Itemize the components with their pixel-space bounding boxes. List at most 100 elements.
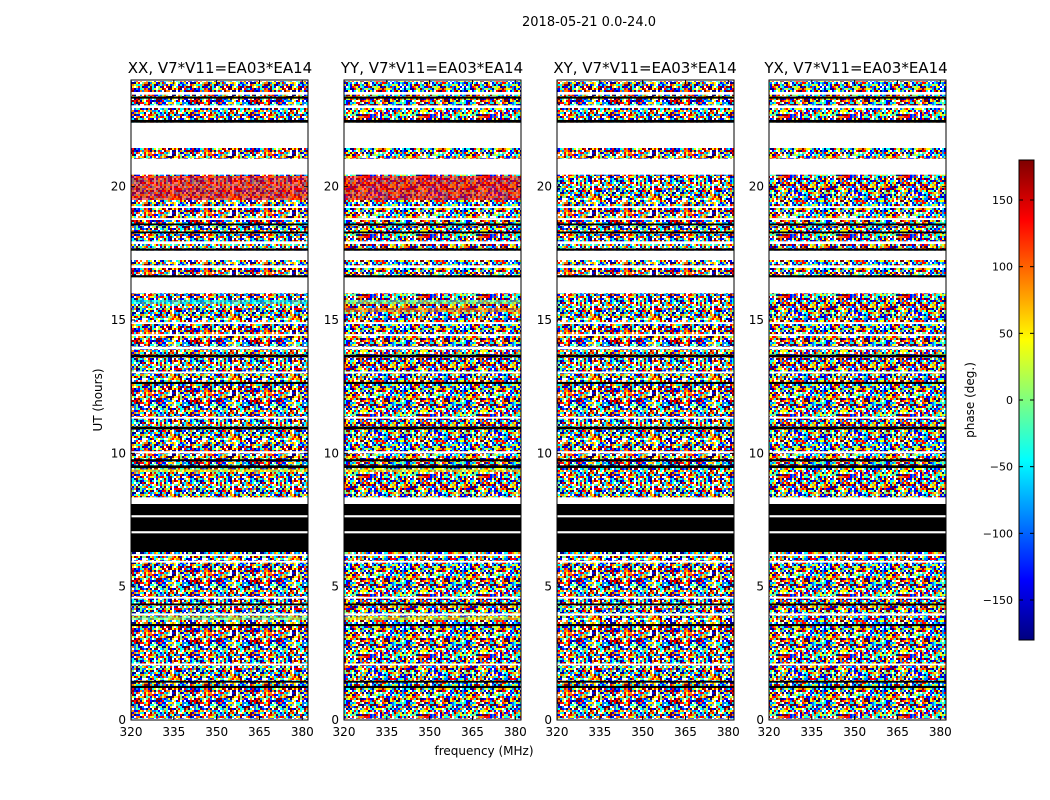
- blank-band: [769, 265, 946, 268]
- blank-band: [557, 206, 734, 208]
- tinted-band: [131, 616, 308, 620]
- blank-band: [131, 265, 308, 268]
- blank-band: [131, 92, 308, 95]
- blank-band: [557, 596, 734, 599]
- blank-band: [557, 122, 734, 148]
- blank-band: [769, 277, 946, 294]
- flagged-band: [769, 275, 946, 278]
- flagged-band: [769, 680, 946, 683]
- blank-band: [131, 277, 308, 294]
- blank-band: [344, 613, 521, 616]
- blank-band: [131, 613, 308, 616]
- blank-band: [769, 92, 946, 95]
- y-tick-label: 5: [118, 580, 126, 594]
- blank-band: [557, 346, 734, 350]
- colorbar-label: phase (deg.): [963, 362, 977, 438]
- blank-band: [344, 718, 521, 720]
- y-tick-label: 10: [324, 446, 339, 460]
- panel-yy: YY, V7*V11=EA03*EA14: [340, 59, 523, 77]
- blank-band: [344, 371, 521, 374]
- blank-band: [557, 322, 734, 324]
- flagged-band: [344, 426, 521, 430]
- x-tick-label: 350: [418, 725, 441, 739]
- blank-band: [344, 92, 521, 95]
- flagged-band: [769, 504, 946, 552]
- blank-band: [131, 122, 308, 148]
- blank-band: [131, 322, 308, 324]
- blank-band: [344, 515, 521, 518]
- y-tick-label: 0: [331, 713, 339, 727]
- blank-band: [344, 122, 521, 148]
- blank-band: [131, 531, 308, 534]
- flagged-band: [557, 223, 734, 226]
- flagged-band: [557, 685, 734, 688]
- flagged-band: [131, 504, 308, 552]
- x-tick-label: 320: [333, 725, 356, 739]
- blank-band: [344, 416, 521, 419]
- blank-band: [557, 515, 734, 518]
- blank-band: [131, 206, 308, 208]
- flagged-band: [769, 223, 946, 226]
- blank-band: [131, 334, 308, 336]
- tinted-band: [344, 300, 521, 304]
- flagged-band: [557, 248, 734, 251]
- blank-band: [557, 241, 734, 244]
- flagged-band: [344, 248, 521, 251]
- flagged-band: [131, 426, 308, 430]
- tinted-band: [131, 300, 308, 304]
- y-tick-label: 20: [111, 180, 126, 194]
- blank-band: [769, 122, 946, 148]
- flagged-band: [557, 504, 734, 552]
- blank-band: [131, 105, 308, 108]
- blank-band: [131, 371, 308, 374]
- colorbar: −150 −100 −50 0 50 100 150: [983, 159, 1035, 641]
- blank-band: [344, 277, 521, 294]
- blank-band: [557, 497, 734, 504]
- x-axis-label: frequency (MHz): [434, 744, 533, 758]
- blank-band: [557, 80, 734, 82]
- y-tick-label: 0: [544, 713, 552, 727]
- flagged-band: [344, 231, 521, 234]
- flagged-band: [344, 680, 521, 683]
- blank-band: [769, 663, 946, 666]
- flagged-band: [557, 381, 734, 384]
- flagged-band: [557, 426, 734, 430]
- flagged-band: [769, 248, 946, 251]
- tinted-band: [344, 176, 521, 200]
- blank-band: [769, 218, 946, 220]
- blank-band: [557, 416, 734, 419]
- y-tick-label: 10: [749, 446, 764, 460]
- blank-band: [131, 218, 308, 220]
- colorbar-tick-label: 50: [999, 327, 1013, 340]
- blank-band: [557, 334, 734, 336]
- blank-band: [344, 560, 521, 563]
- flagged-band: [344, 96, 521, 99]
- blank-band: [769, 596, 946, 599]
- blank-band: [769, 241, 946, 244]
- y-tick-label: 0: [756, 713, 764, 727]
- blank-band: [557, 718, 734, 720]
- blank-band: [557, 92, 734, 95]
- blank-band: [131, 416, 308, 419]
- blank-band: [344, 218, 521, 220]
- blank-band: [131, 451, 308, 454]
- x-tick-label: 365: [674, 725, 697, 739]
- flagged-band: [131, 680, 308, 683]
- x-tick-label: 365: [886, 725, 909, 739]
- y-tick-label: 5: [331, 580, 339, 594]
- y-tick-label: 15: [111, 313, 126, 327]
- flagged-band: [344, 223, 521, 226]
- blank-band: [557, 371, 734, 374]
- x-tick-label: 335: [375, 725, 398, 739]
- flagged-band: [344, 381, 521, 384]
- flagged-band: [557, 459, 734, 462]
- flagged-band: [344, 603, 521, 606]
- blank-band: [344, 250, 521, 260]
- flagged-band: [769, 120, 946, 123]
- panel-yx: YX, V7*V11=EA03*EA14: [763, 59, 947, 77]
- blank-band: [557, 554, 734, 556]
- blank-band: [344, 663, 521, 666]
- panel-title: XY, V7*V11=EA03*EA14: [553, 59, 736, 77]
